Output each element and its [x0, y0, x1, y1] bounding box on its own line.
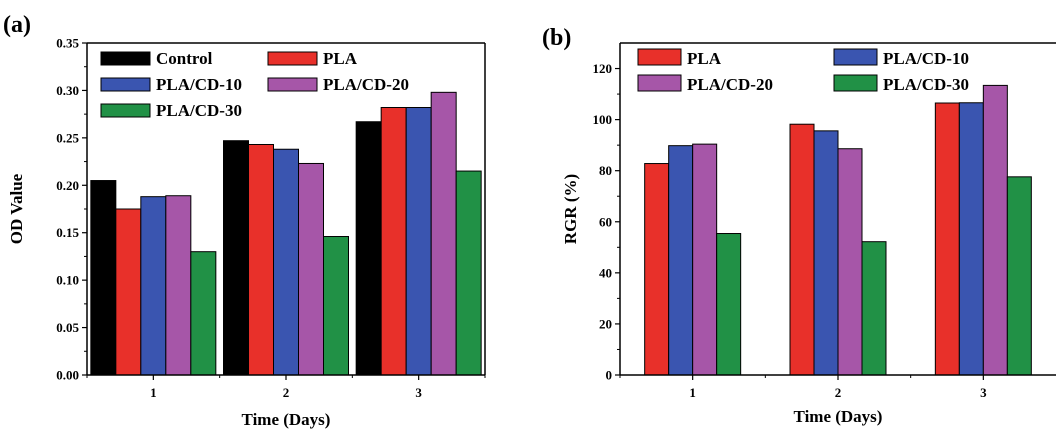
- chart-panel-b: (b) 0 20 40 60 80 100 120 1 2 3 Time (Days) RGR (%) P…: [542, 25, 1056, 426]
- x-tick-label: 3: [980, 385, 987, 400]
- x-tick-label: 3: [415, 385, 422, 400]
- legend-swatch: [100, 103, 151, 118]
- y-tick-label: 80: [599, 163, 612, 178]
- bar-pla-cd-10-day-1: [668, 145, 694, 376]
- legend-swatch: [267, 77, 318, 92]
- legend-swatch: [267, 51, 318, 66]
- bar-pla-cd-30-day-1: [716, 233, 742, 376]
- bar-pla-cd-10-day-3: [405, 107, 432, 376]
- legend-swatch: [100, 51, 151, 66]
- legend-label: PLA: [687, 49, 722, 68]
- legend-swatch: [637, 74, 682, 92]
- bar-pla-cd-20-day-2: [837, 148, 863, 376]
- bar-pla-cd-30-day-3: [1006, 176, 1032, 376]
- legend-label: PLA/CD-10: [156, 75, 242, 94]
- y-tick-label: 0.30: [56, 83, 79, 98]
- bar-pla-day-1: [115, 208, 142, 376]
- legend: Control PLA PLA/CD-10 PLA/CD-20 PLA/CD-30: [100, 49, 409, 120]
- x-tick-label: 2: [835, 385, 842, 400]
- bar-control-day-2: [223, 140, 249, 376]
- bar-pla-day-3: [934, 102, 960, 376]
- x-tick-label: 1: [689, 385, 696, 400]
- y-tick-label: 0.25: [56, 130, 79, 145]
- panel-label: (b): [542, 25, 571, 51]
- legend-label: PLA/CD-10: [883, 49, 969, 68]
- legend-label: PLA/CD-20: [323, 75, 409, 94]
- legend-swatch: [833, 74, 878, 92]
- bar-pla-cd-20-day-3: [430, 91, 457, 376]
- legend-label: PLA/CD-30: [883, 75, 969, 94]
- y-tick-label: 120: [593, 61, 613, 76]
- legend-label: PLA: [323, 49, 358, 68]
- panel-label: (a): [3, 12, 31, 38]
- bar-control-day-3: [355, 121, 382, 376]
- x-axis-title: Time (Days): [242, 410, 331, 429]
- y-axis-title: OD Value: [7, 173, 26, 244]
- y-tick-label: 100: [593, 112, 613, 127]
- x-axis-title: Time (Days): [794, 407, 883, 426]
- bar-pla-day-1: [644, 163, 670, 376]
- legend-label: Control: [156, 49, 213, 68]
- bar-pla-cd-10-day-1: [140, 196, 167, 376]
- legend-label: PLA/CD-30: [156, 101, 242, 120]
- bar-pla-cd-20-day-1: [692, 143, 718, 376]
- bar-pla-cd-20-day-1: [165, 195, 192, 376]
- bar-pla-cd-10-day-2: [273, 148, 299, 376]
- y-axis-title: RGR (%): [561, 174, 580, 244]
- x-tick-label: 1: [150, 385, 157, 400]
- y-tick-label: 0.35: [56, 36, 79, 51]
- bar-pla-day-2: [789, 123, 815, 376]
- legend-swatch: [833, 48, 878, 66]
- bar-pla-day-3: [380, 107, 407, 376]
- x-tick-label: 2: [283, 385, 290, 400]
- legend-swatch: [100, 77, 151, 92]
- bar-pla-cd-20-day-2: [298, 162, 324, 376]
- bar-pla-day-2: [248, 143, 274, 376]
- y-tick-label: 0.15: [56, 225, 79, 240]
- bar-pla-cd-20-day-3: [982, 84, 1008, 376]
- bar-control-day-1: [90, 180, 117, 376]
- y-tick-label: 0.10: [56, 273, 79, 288]
- legend-swatch: [637, 48, 682, 66]
- y-tick-label: 0: [606, 368, 613, 383]
- legend: PLA PLA/CD-10 PLA/CD-20 PLA/CD-30: [637, 48, 969, 94]
- legend-label: PLA/CD-20: [687, 75, 773, 94]
- chart-panel-a: (a) 0.00 0.05 0.10 0.15 0.20 0.25 0.30 0.35 1 2 3 Ti…: [3, 12, 486, 429]
- y-tick-label: 60: [599, 214, 612, 229]
- bar-pla-cd-30-day-2: [861, 241, 887, 376]
- y-tick-label: 0.20: [56, 178, 79, 193]
- y-tick-label: 20: [599, 316, 612, 331]
- bar-pla-cd-30-day-3: [455, 170, 482, 376]
- bar-pla-cd-30-day-2: [323, 236, 349, 376]
- y-tick-label: 0.05: [56, 320, 79, 335]
- y-tick-label: 0.00: [56, 368, 79, 383]
- bar-pla-cd-10-day-3: [958, 102, 984, 376]
- bar-pla-cd-10-day-2: [813, 130, 839, 376]
- bar-pla-cd-30-day-1: [190, 251, 217, 376]
- y-tick-label: 40: [599, 265, 612, 280]
